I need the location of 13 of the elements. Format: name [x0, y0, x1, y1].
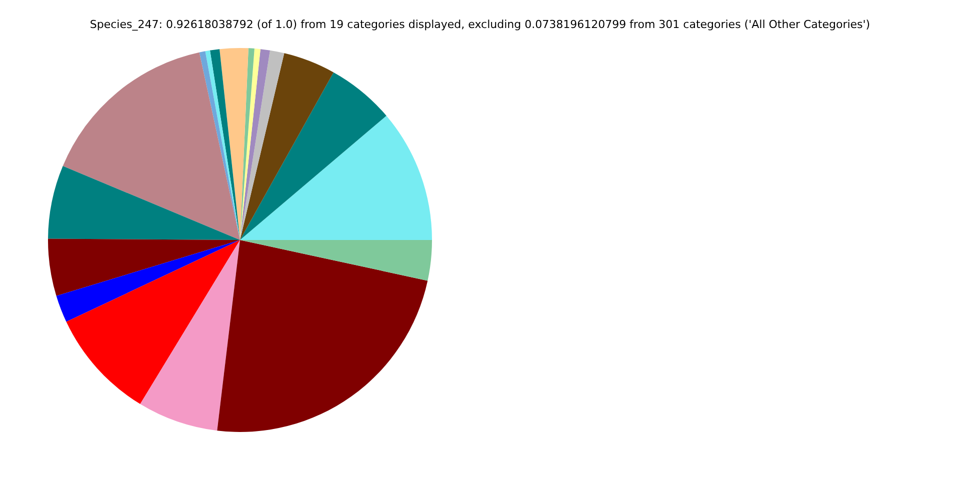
- pie-slice: [240, 49, 270, 240]
- pie-slice: [62, 52, 240, 240]
- pie-slice: [240, 48, 260, 240]
- pie-slice: [240, 50, 284, 240]
- pie-slice: [220, 48, 248, 240]
- text: Species_247: 0.92618038792 (of 1.0) from 19 categories displayed, excluding 0.0738196120799 from 301 categories ('All Other Categories'): [90, 18, 870, 31]
- pie-slice: [240, 116, 432, 240]
- pie-slice: [56, 240, 240, 322]
- pie-slice: [66, 240, 240, 404]
- pie-slice: [199, 51, 240, 240]
- pie-slice: [240, 240, 432, 281]
- pie-slice: [140, 240, 240, 431]
- pie-slice: [240, 53, 334, 240]
